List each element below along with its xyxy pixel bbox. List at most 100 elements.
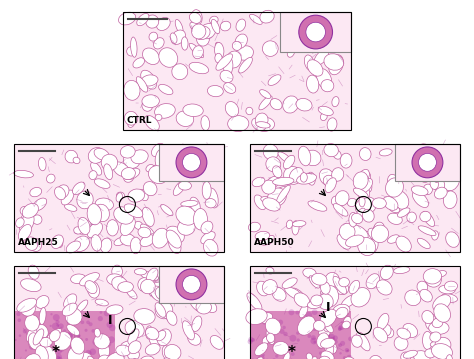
Ellipse shape <box>146 164 154 172</box>
Ellipse shape <box>356 197 376 215</box>
Ellipse shape <box>120 156 137 171</box>
Bar <box>123 12 351 130</box>
Ellipse shape <box>94 148 109 160</box>
Ellipse shape <box>372 198 386 209</box>
Ellipse shape <box>155 103 175 118</box>
Ellipse shape <box>87 222 102 238</box>
Ellipse shape <box>262 336 269 345</box>
Ellipse shape <box>332 97 339 107</box>
Ellipse shape <box>374 222 384 233</box>
Ellipse shape <box>422 211 435 227</box>
Circle shape <box>345 323 350 329</box>
Ellipse shape <box>304 357 317 359</box>
Ellipse shape <box>266 328 275 345</box>
Ellipse shape <box>407 212 417 223</box>
Ellipse shape <box>405 290 421 306</box>
Ellipse shape <box>189 43 204 58</box>
Ellipse shape <box>182 321 194 340</box>
Ellipse shape <box>318 294 333 309</box>
Ellipse shape <box>20 279 41 292</box>
Ellipse shape <box>87 281 100 298</box>
Ellipse shape <box>246 107 253 115</box>
Ellipse shape <box>323 175 336 187</box>
Ellipse shape <box>152 164 170 176</box>
Ellipse shape <box>146 15 159 28</box>
Ellipse shape <box>380 265 393 280</box>
Ellipse shape <box>309 276 320 288</box>
Ellipse shape <box>254 117 274 131</box>
Ellipse shape <box>301 153 310 163</box>
Circle shape <box>86 321 90 324</box>
Ellipse shape <box>351 288 370 307</box>
Ellipse shape <box>176 206 197 225</box>
Circle shape <box>419 153 437 171</box>
Ellipse shape <box>254 195 266 210</box>
Circle shape <box>312 326 317 331</box>
Ellipse shape <box>159 48 178 67</box>
Circle shape <box>182 275 201 293</box>
Ellipse shape <box>36 352 50 359</box>
Ellipse shape <box>89 171 97 180</box>
Ellipse shape <box>376 280 392 295</box>
Circle shape <box>263 322 266 325</box>
Ellipse shape <box>343 317 351 327</box>
Circle shape <box>100 351 103 354</box>
Ellipse shape <box>178 181 191 190</box>
Ellipse shape <box>430 178 438 190</box>
Circle shape <box>259 319 263 323</box>
Ellipse shape <box>157 329 171 346</box>
Ellipse shape <box>207 85 223 97</box>
Ellipse shape <box>331 34 345 41</box>
Ellipse shape <box>356 231 372 247</box>
Ellipse shape <box>87 204 101 225</box>
Ellipse shape <box>46 174 55 183</box>
Ellipse shape <box>100 238 112 253</box>
Ellipse shape <box>120 234 136 246</box>
Ellipse shape <box>162 346 172 359</box>
Circle shape <box>182 153 201 171</box>
Ellipse shape <box>128 349 139 359</box>
Circle shape <box>346 312 349 315</box>
Circle shape <box>247 339 253 344</box>
Circle shape <box>23 329 27 334</box>
Ellipse shape <box>146 268 158 282</box>
Ellipse shape <box>320 309 337 327</box>
Ellipse shape <box>430 332 441 342</box>
Ellipse shape <box>73 157 80 164</box>
Ellipse shape <box>263 144 278 160</box>
Ellipse shape <box>77 191 93 209</box>
Circle shape <box>333 349 337 352</box>
Ellipse shape <box>172 64 188 80</box>
Ellipse shape <box>36 355 55 359</box>
Ellipse shape <box>413 351 430 359</box>
Ellipse shape <box>80 272 100 286</box>
Circle shape <box>345 348 349 353</box>
Circle shape <box>59 347 64 352</box>
Circle shape <box>18 318 21 322</box>
Circle shape <box>305 312 312 318</box>
Circle shape <box>46 356 49 359</box>
Ellipse shape <box>170 155 183 171</box>
Circle shape <box>328 341 331 344</box>
Circle shape <box>338 343 342 347</box>
Circle shape <box>76 354 80 358</box>
Circle shape <box>283 326 286 329</box>
Text: AAPH50: AAPH50 <box>254 238 295 247</box>
Ellipse shape <box>297 13 309 27</box>
Ellipse shape <box>130 237 141 254</box>
Circle shape <box>334 340 338 344</box>
Ellipse shape <box>196 31 210 46</box>
Circle shape <box>91 329 95 333</box>
Ellipse shape <box>133 58 145 68</box>
Ellipse shape <box>66 241 81 253</box>
Ellipse shape <box>403 350 418 358</box>
Ellipse shape <box>201 116 210 131</box>
Ellipse shape <box>267 188 286 206</box>
Ellipse shape <box>202 299 217 313</box>
Circle shape <box>328 334 335 340</box>
Circle shape <box>81 320 84 324</box>
Circle shape <box>25 349 27 351</box>
Ellipse shape <box>25 315 39 331</box>
Circle shape <box>306 323 311 328</box>
Circle shape <box>52 336 57 341</box>
